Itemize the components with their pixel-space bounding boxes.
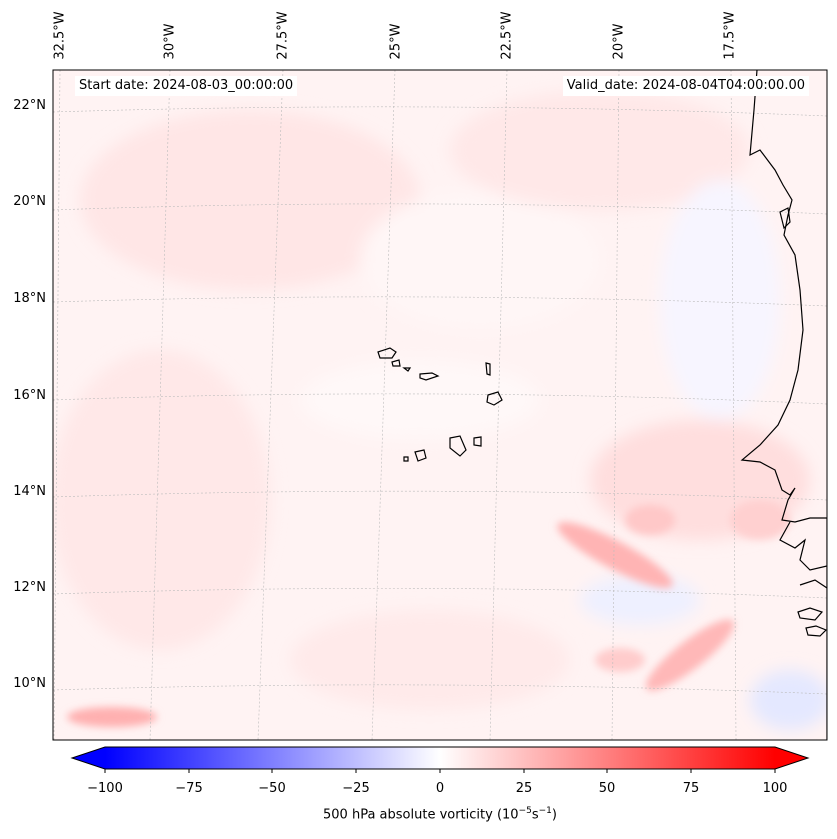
lon-label-27-5w: 27.5°W: [275, 11, 291, 60]
map-frame: [52, 69, 828, 741]
colorbar-tick-label: −25: [342, 781, 370, 796]
colorbar-tick-label: 0: [435, 781, 445, 796]
colorbar-tick-label: 75: [682, 781, 700, 796]
lon-label-22-5w: 22.5°W: [499, 11, 515, 60]
lat-label-18n: 18°N: [13, 291, 46, 306]
valid-date-label: Valid_date: 2024-08-04T04:00:00.00: [562, 76, 809, 96]
lat-label-14n: 14°N: [13, 484, 46, 499]
colorbar-title: 500 hPa absolute vorticity (10−5s−1): [323, 806, 557, 822]
lat-label-10n: 10°N: [13, 676, 46, 691]
lat-label-12n: 12°N: [13, 580, 46, 595]
lat-label-22n: 22°N: [13, 98, 46, 113]
colorbar-tick-label: 50: [598, 781, 616, 796]
cape-verde-islands: [377, 347, 503, 462]
lon-label-20w: 20°W: [611, 23, 627, 60]
colorbar-title-exp2: −1: [538, 806, 552, 816]
colorbar-title-close: ): [551, 807, 557, 823]
lon-label-17-5w: 17.5°W: [722, 11, 738, 60]
colorbar-tick-label: −100: [87, 781, 123, 796]
vorticity-field: [53, 70, 827, 740]
colorbar: [70, 746, 810, 773]
colorbar-title-unit: s: [531, 807, 539, 823]
lon-label-25w: 25°W: [388, 23, 404, 60]
colorbar-tick-label: −50: [258, 781, 286, 796]
colorbar-title-text: 500 hPa absolute vorticity (10: [323, 807, 519, 823]
africa-coastline: [740, 70, 827, 740]
colorbar-tick-label: −75: [175, 781, 203, 796]
colorbar-tick-label: 100: [762, 781, 788, 796]
start-date-label: Start date: 2024-08-03_00:00:00: [75, 76, 298, 96]
lon-label-30w: 30°W: [162, 23, 178, 60]
lat-label-20n: 20°N: [13, 194, 46, 209]
lon-label-32-5w: 32.5°W: [52, 11, 68, 60]
colorbar-title-exp1: −5: [518, 806, 532, 816]
lat-label-16n: 16°N: [13, 388, 46, 403]
colorbar-tick-label: 25: [515, 781, 533, 796]
